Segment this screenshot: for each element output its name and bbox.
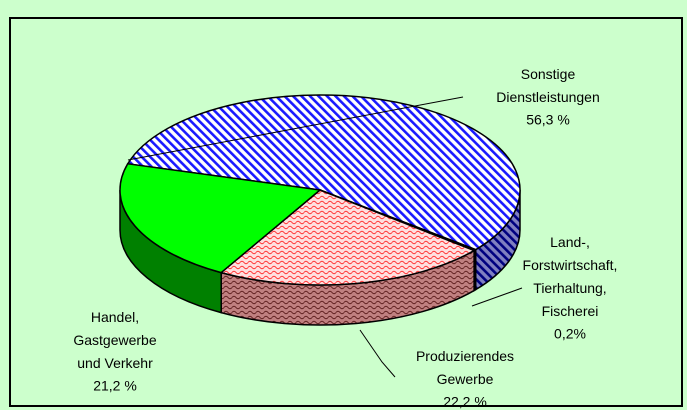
label-line: Land-, <box>550 234 590 250</box>
slice <box>219 189 476 286</box>
leader-line <box>471 287 523 307</box>
leader-line <box>127 96 464 161</box>
slice-label: Sonstige Dienstleistungen <box>496 66 600 105</box>
label-line: Tierhaltung, <box>533 280 606 296</box>
label-line: Produzierendes <box>416 348 514 364</box>
slice-label: Handel, Gastgewerbe und Verkehr <box>73 309 156 371</box>
value-label: 22,2 % <box>443 394 487 410</box>
label-line: Dienstleistungen <box>496 89 600 105</box>
label-line: Sonstige <box>521 66 576 82</box>
label-line: Gewerbe <box>437 371 494 387</box>
slice <box>119 163 322 274</box>
label-line: Gastgewerbe <box>73 332 156 348</box>
label-line: Fischerei <box>542 303 599 319</box>
slice-label: Land-, Forstwirtschaft, Tierhaltung, Fische… <box>523 234 618 319</box>
value-label: 0,2% <box>554 326 586 342</box>
slice <box>126 94 521 251</box>
value-label: 56,3 % <box>526 112 570 128</box>
label-line: und Verkehr <box>77 355 153 371</box>
leader-line <box>359 329 396 378</box>
slice-label: Produzierendes Gewerbe <box>416 348 514 387</box>
value-label: 21,2 % <box>93 378 137 394</box>
label-line: Handel, <box>91 309 139 325</box>
label-line: Forstwirtschaft, <box>523 257 618 273</box>
